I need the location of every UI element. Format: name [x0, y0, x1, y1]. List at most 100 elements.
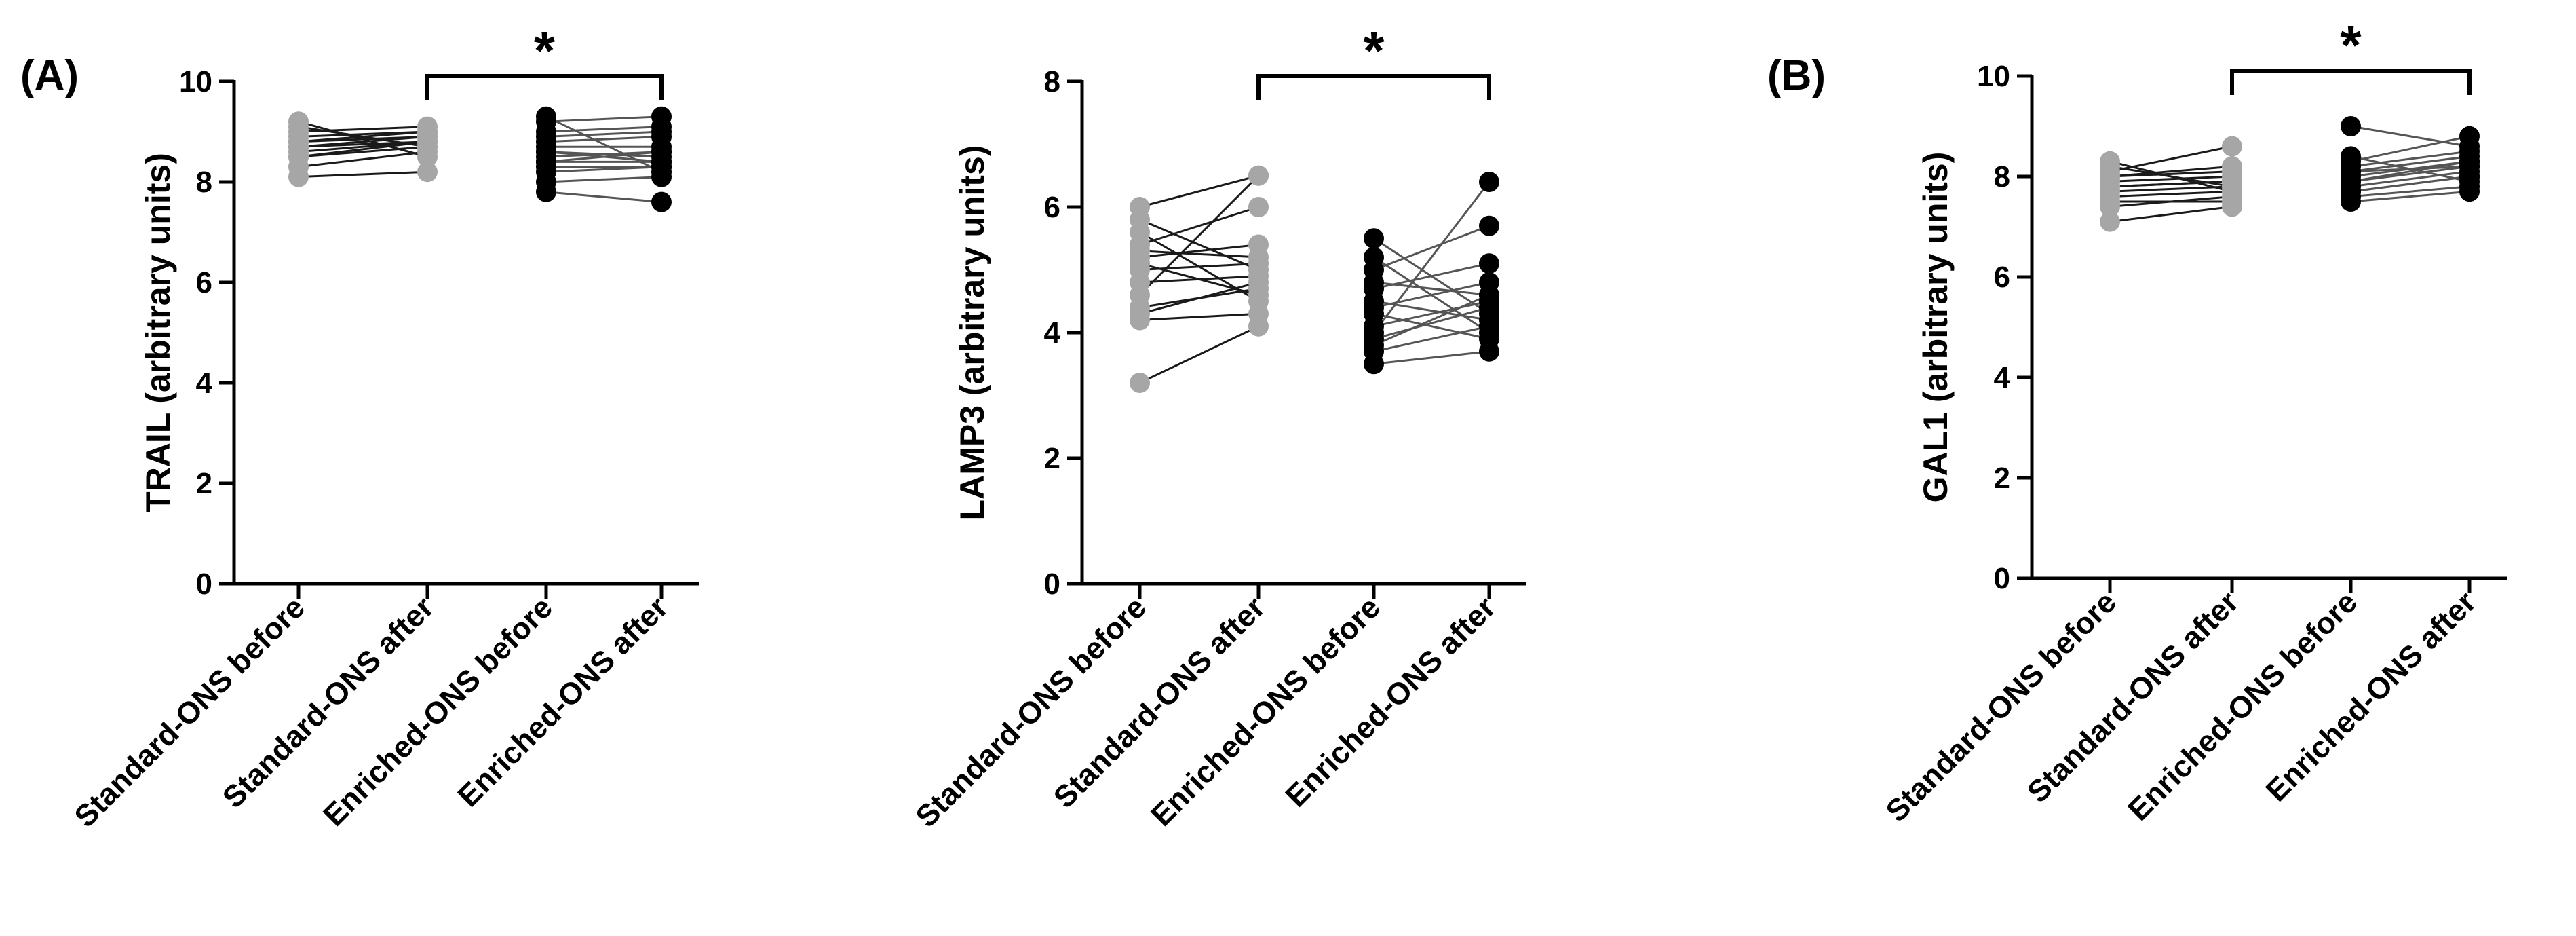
data-point: [1479, 303, 1499, 324]
significance-asterisk: *: [534, 20, 556, 81]
panel-label: (A): [20, 52, 79, 99]
x-tick-label: Enriched-ONS after: [450, 590, 674, 814]
paired-line: [2350, 125, 2470, 148]
y-tick-label: 4: [1044, 316, 1061, 350]
data-point: [536, 141, 556, 162]
paired-line: [1373, 350, 1490, 365]
data-point: [1479, 215, 1499, 236]
data-point: [2341, 171, 2361, 192]
paired-line: [545, 115, 662, 123]
data-point: [1248, 291, 1269, 312]
paired-line: [1139, 219, 1259, 271]
data-point: [417, 131, 438, 152]
paired-line: [2109, 160, 2233, 193]
data-point: [2459, 136, 2480, 157]
y-axis-label: GAL1 (arbitrary units): [1917, 152, 1955, 503]
y-tick-label: 6: [1994, 261, 2010, 294]
paired-line: [545, 176, 662, 183]
x-tick-label: Standard-ONS before: [908, 590, 1153, 834]
y-tick-label: 2: [1994, 462, 2010, 495]
y-tick-label: 10: [179, 65, 212, 98]
data-point: [1130, 197, 1150, 217]
paired-line: [1373, 294, 1490, 346]
data-point: [2100, 166, 2120, 187]
data-point: [2222, 171, 2242, 192]
paired-line: [545, 135, 662, 143]
data-point: [2222, 191, 2242, 212]
paired-line: [1372, 181, 1491, 333]
paired-line: [1139, 244, 1259, 259]
significance-bracket: [425, 74, 664, 100]
data-point: [288, 131, 309, 152]
paired-line: [1139, 281, 1259, 315]
data-point: [651, 191, 672, 212]
data-point: [417, 147, 438, 167]
data-point: [288, 147, 309, 167]
paired-line: [1139, 325, 1259, 384]
paired-line: [1373, 325, 1490, 353]
y-tick-label: 6: [1044, 191, 1060, 224]
data-point: [1130, 240, 1150, 261]
data-point: [651, 106, 672, 127]
y-tick-label: 0: [196, 567, 212, 601]
data-point: [2222, 156, 2242, 177]
paired-line: [298, 170, 428, 179]
x-tick-label: Enriched-ONS after: [1278, 590, 1502, 814]
y-tick-label: 4: [196, 367, 213, 400]
data-point: [1130, 373, 1150, 393]
paired-line: [2350, 165, 2470, 173]
paired-line: [2350, 175, 2470, 193]
paired-line: [1139, 250, 1259, 259]
y-tick-label: 6: [196, 266, 212, 299]
paired-line: [545, 115, 662, 173]
data-point: [2100, 211, 2120, 232]
paired-line: [1373, 300, 1490, 328]
data-point: [1248, 247, 1269, 267]
x-tick-label: Enriched-ONS before: [2121, 584, 2364, 827]
data-point: [1364, 335, 1384, 356]
y-tick-label: 2: [1044, 442, 1060, 475]
data-point: [1364, 228, 1384, 249]
y-axis-label: LAMP3 (arbitrary units): [953, 145, 991, 521]
y-tick-label: 4: [1994, 361, 2011, 394]
chart-panel-2: LAMP3 (arbitrary units) 0 2 4 6 8 Standard-ONS…: [908, 20, 1526, 834]
y-tick-label: 8: [196, 166, 212, 199]
paired-line: [2350, 170, 2470, 188]
x-tick-label: Enriched-ONS before: [316, 590, 559, 833]
paired-line: [2350, 135, 2470, 163]
data-point: [417, 162, 438, 183]
x-tick-label: Standard-ONS after: [1047, 590, 1271, 815]
data-point: [1248, 272, 1269, 293]
data-point: [1479, 322, 1499, 343]
x-tick-label: Standard-ONS after: [2020, 584, 2245, 809]
data-point: [288, 111, 309, 132]
y-axis-label: TRAIL (arbitrary units): [139, 153, 177, 512]
data-point: [1248, 197, 1269, 217]
paired-line: [2109, 190, 2233, 198]
data-point: [2222, 136, 2242, 157]
paired-line: [1139, 312, 1259, 321]
data-point: [651, 151, 672, 172]
y-tick-label: 10: [1977, 60, 2010, 93]
panel-label: (B): [1767, 52, 1826, 99]
data-point: [1248, 165, 1269, 186]
paired-line: [545, 151, 662, 163]
y-tick-label: 8: [1994, 160, 2010, 193]
paired-line: [545, 130, 662, 138]
significance-asterisk: *: [2340, 15, 2362, 75]
paired-line: [1373, 225, 1490, 271]
x-tick-label: Standard-ONS after: [216, 590, 440, 815]
data-point: [1364, 297, 1384, 318]
paired-line: [1139, 206, 1259, 246]
x-tick-label: Standard-ONS before: [1879, 584, 2123, 829]
data-point: [2341, 146, 2361, 167]
y-tick-label: 0: [1044, 567, 1060, 601]
data-point: [1479, 253, 1499, 274]
paired-line: [298, 141, 428, 158]
data-point: [2341, 116, 2361, 136]
paired-line: [1373, 281, 1490, 296]
paired-line: [1139, 231, 1259, 303]
paired-line: [545, 126, 662, 133]
x-tick-label: Enriched-ONS after: [2258, 584, 2482, 808]
y-tick-label: 8: [1044, 65, 1060, 98]
